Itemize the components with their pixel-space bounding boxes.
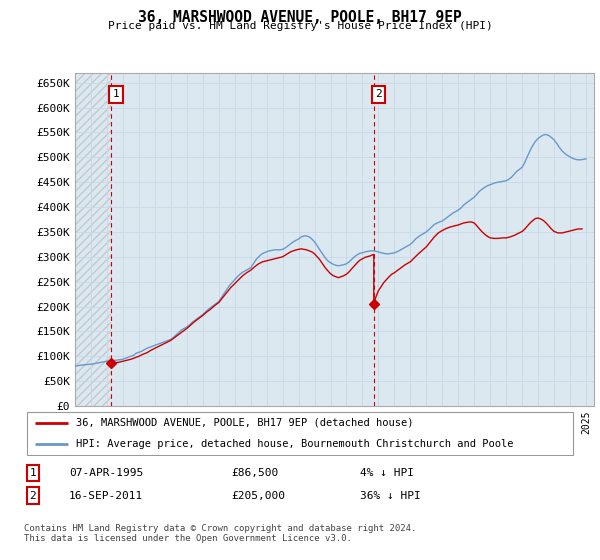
Text: 2: 2 [29,491,37,501]
Text: 16-SEP-2011: 16-SEP-2011 [69,491,143,501]
Text: 36% ↓ HPI: 36% ↓ HPI [360,491,421,501]
Text: 1: 1 [113,89,119,99]
Text: Price paid vs. HM Land Registry's House Price Index (HPI): Price paid vs. HM Land Registry's House … [107,21,493,31]
FancyBboxPatch shape [27,412,573,455]
Text: £205,000: £205,000 [231,491,285,501]
Bar [75,73,111,406]
Text: 1: 1 [29,468,37,478]
Text: 36, MARSHWOOD AVENUE, POOLE, BH17 9EP: 36, MARSHWOOD AVENUE, POOLE, BH17 9EP [138,10,462,25]
Text: HPI: Average price, detached house, Bournemouth Christchurch and Poole: HPI: Average price, detached house, Bour… [76,439,514,449]
Text: 2: 2 [375,89,382,99]
Text: 36, MARSHWOOD AVENUE, POOLE, BH17 9EP (detached house): 36, MARSHWOOD AVENUE, POOLE, BH17 9EP (d… [76,418,414,428]
Text: £86,500: £86,500 [231,468,278,478]
Text: Contains HM Land Registry data © Crown copyright and database right 2024.
This d: Contains HM Land Registry data © Crown c… [24,524,416,543]
Text: 07-APR-1995: 07-APR-1995 [69,468,143,478]
Text: 4% ↓ HPI: 4% ↓ HPI [360,468,414,478]
